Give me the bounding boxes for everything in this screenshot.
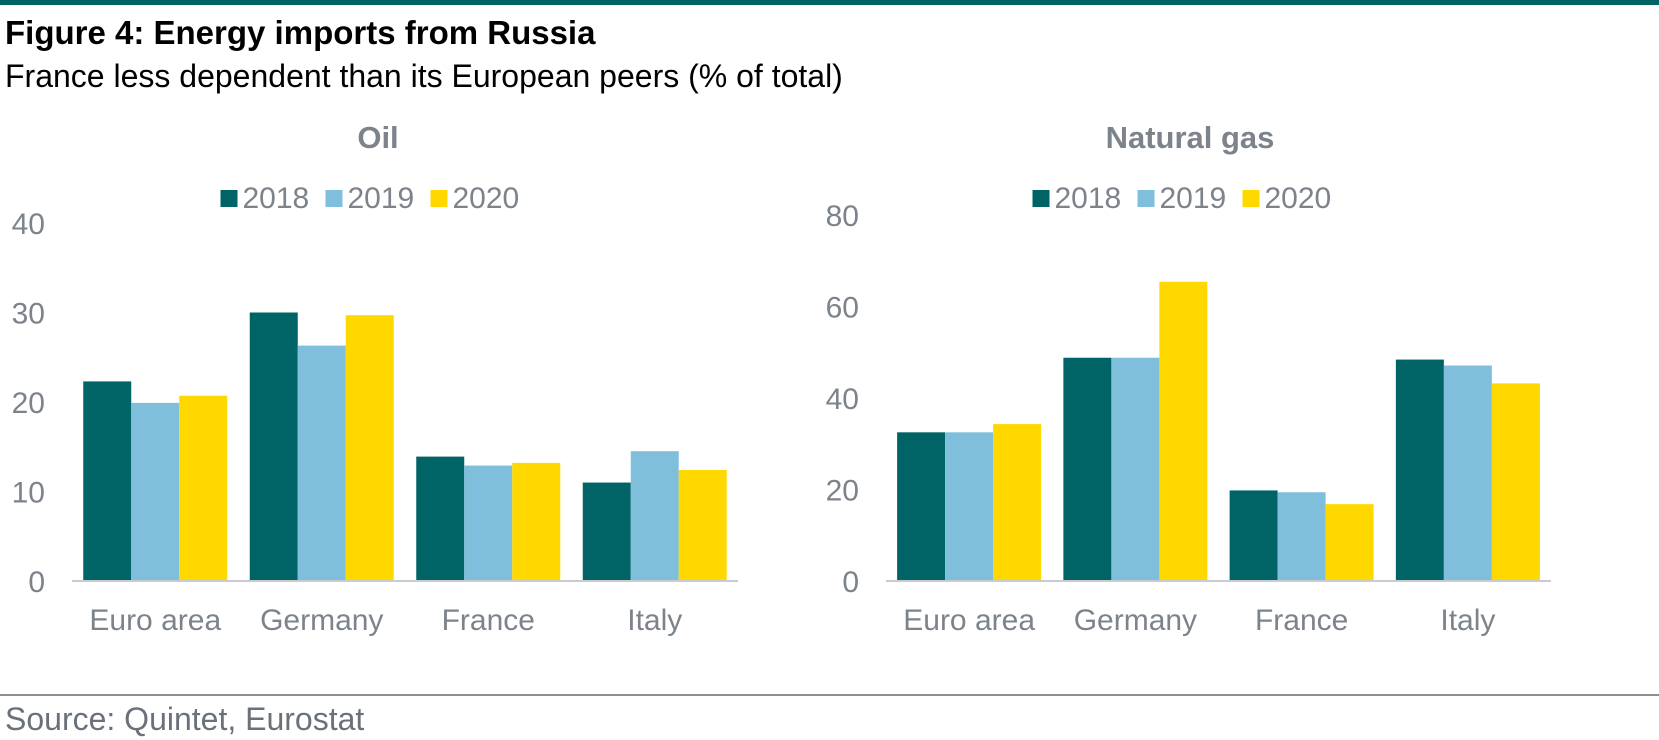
y-tick-label: 60 — [826, 292, 859, 325]
top-rule — [0, 0, 1659, 5]
legend-swatch-2018 — [220, 190, 238, 207]
bar-germany-2019 — [297, 345, 346, 581]
bar-france-2019 — [1277, 492, 1326, 581]
legend-label-2019: 2019 — [348, 182, 415, 215]
bar-germany-2019 — [1111, 357, 1160, 581]
legend-swatch-2019 — [325, 190, 343, 207]
bar-italy-2020 — [678, 470, 727, 581]
bar-euro-area-2018 — [83, 381, 132, 581]
bar-germany-2018 — [249, 312, 298, 581]
figure-subtitle: France less dependent than its European … — [5, 58, 843, 94]
y-tick-label: 0 — [28, 566, 45, 599]
bar-france-2018 — [416, 456, 465, 581]
legend-swatch-2018 — [1032, 190, 1050, 207]
legend-label-2018: 2018 — [1055, 182, 1122, 215]
bar-italy-2019 — [630, 451, 679, 581]
y-tick-label: 80 — [826, 200, 859, 233]
y-tick-label: 30 — [12, 298, 45, 331]
x-category-label: Italy — [1440, 604, 1495, 637]
bar-italy-2018 — [582, 482, 631, 581]
bar-france-2020 — [512, 462, 561, 581]
legend-swatch-2019 — [1137, 190, 1155, 207]
bar-france-2020 — [1325, 504, 1374, 581]
bar-italy-2019 — [1443, 365, 1492, 581]
bar-france-2018 — [1229, 490, 1278, 581]
chart-title: Oil — [357, 120, 398, 155]
x-category-label: Euro area — [903, 604, 1035, 637]
bar-euro-area-2020 — [993, 424, 1042, 581]
bar-italy-2018 — [1395, 359, 1444, 581]
chart-title: Natural gas — [1106, 120, 1275, 155]
figure-title: Figure 4: Energy imports from Russia — [5, 14, 596, 51]
legend-swatch-2020 — [430, 190, 448, 207]
legend-label-2018: 2018 — [243, 182, 310, 215]
legend-label-2019: 2019 — [1160, 182, 1227, 215]
bar-euro-area-2020 — [179, 395, 228, 581]
x-category-label: France — [442, 604, 535, 637]
bar-italy-2020 — [1491, 383, 1540, 581]
bar-euro-area-2018 — [897, 432, 946, 581]
legend-swatch-2020 — [1242, 190, 1260, 207]
bar-germany-2018 — [1063, 357, 1112, 581]
x-category-label: Germany — [1074, 604, 1197, 637]
bar-euro-area-2019 — [945, 432, 994, 581]
bottom-rule — [0, 694, 1659, 696]
bar-germany-2020 — [345, 315, 394, 581]
y-tick-label: 20 — [12, 387, 45, 420]
x-category-label: France — [1255, 604, 1348, 637]
x-category-label: Italy — [627, 604, 682, 637]
source-note: Source: Quintet, Eurostat — [5, 701, 365, 737]
y-tick-label: 0 — [842, 566, 859, 599]
bar-germany-2020 — [1159, 281, 1208, 581]
y-tick-label: 20 — [826, 475, 859, 508]
x-category-label: Euro area — [89, 604, 221, 637]
bar-euro-area-2019 — [131, 402, 180, 581]
y-tick-label: 10 — [12, 477, 45, 510]
y-tick-label: 40 — [826, 383, 859, 416]
x-category-label: Germany — [260, 604, 383, 637]
y-tick-label: 40 — [12, 208, 45, 241]
legend-label-2020: 2020 — [453, 182, 520, 215]
bar-france-2019 — [464, 465, 513, 581]
legend-label-2020: 2020 — [1265, 182, 1332, 215]
